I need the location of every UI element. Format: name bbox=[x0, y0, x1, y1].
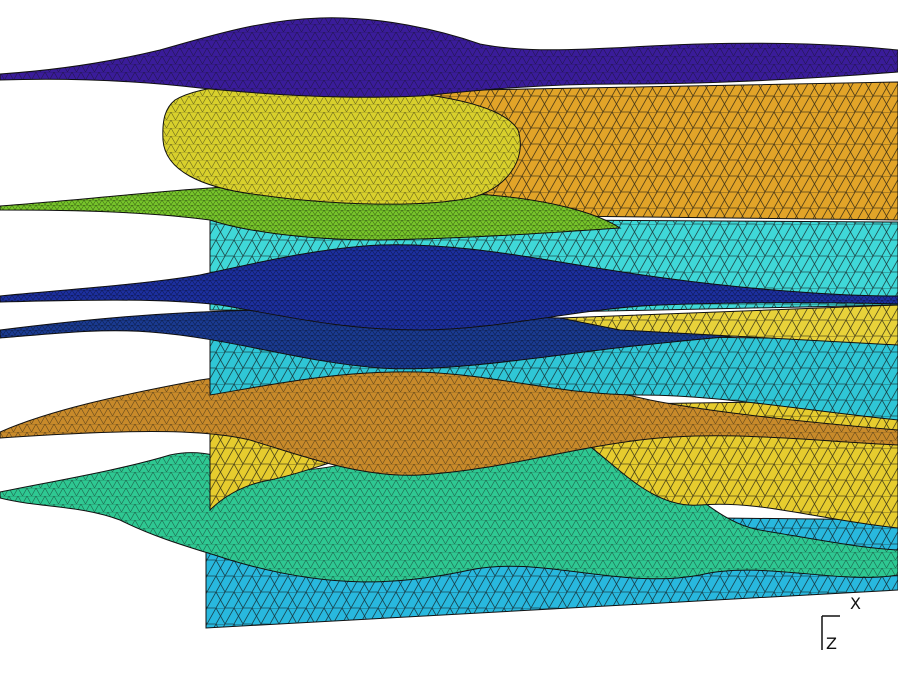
z-axis-label: Z bbox=[826, 634, 837, 653]
axis-triad: X Z bbox=[812, 592, 872, 662]
yellow-wedge bbox=[559, 304, 898, 346]
ellipsoid-body bbox=[162, 82, 521, 205]
axis-lines bbox=[821, 615, 840, 650]
top-dome-surface bbox=[0, 17, 898, 98]
blue-lens-surface bbox=[0, 244, 898, 331]
x-axis-label: X bbox=[850, 594, 861, 613]
